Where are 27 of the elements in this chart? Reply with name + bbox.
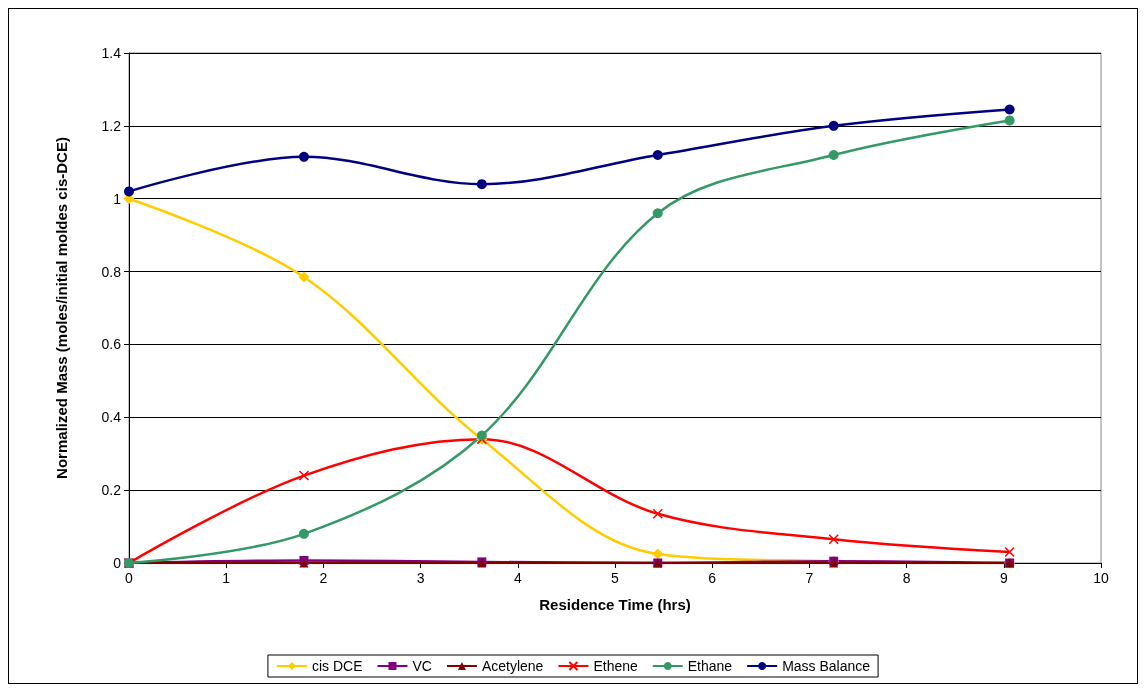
legend-label: Acetylene: [481, 658, 544, 674]
x-tick-label: 10: [1093, 570, 1109, 586]
x-tick-label: 3: [416, 570, 425, 586]
y-tick-label: 1.4: [101, 45, 122, 61]
y-tick-label: 0: [113, 555, 122, 571]
legend-label: Ethane: [687, 658, 733, 674]
x-axis-title: Residence Time (hrs): [539, 596, 691, 613]
x-tick-label: 5: [611, 570, 620, 586]
y-tick-label: 0.8: [101, 263, 122, 280]
y-axis-title: Normalized Mass (moles/initial moldes cis-DCE): [53, 137, 70, 479]
legend-label: VC: [412, 658, 432, 674]
x-tick-label: 1: [222, 570, 231, 586]
legend-label: cis DCE: [311, 658, 363, 674]
y-tick-label: 0.4: [101, 409, 122, 426]
y-tick-label: 0.6: [101, 336, 122, 353]
x-tick-label: 9: [999, 570, 1008, 586]
y-tick-label: 1.2: [101, 117, 122, 134]
y-tick-label: 0.2: [101, 482, 122, 499]
legend-label: Ethene: [593, 658, 638, 674]
x-tick-label: 6: [708, 570, 717, 586]
legend-label: Mass Balance: [782, 658, 871, 674]
y-tick-label: 1: [113, 190, 122, 207]
x-tick-label: 2: [319, 570, 328, 586]
x-tick-label: 8: [902, 570, 911, 586]
x-tick-label: 7: [805, 570, 814, 586]
x-tick-label: 0: [125, 570, 134, 586]
x-tick-label: 4: [513, 570, 522, 586]
